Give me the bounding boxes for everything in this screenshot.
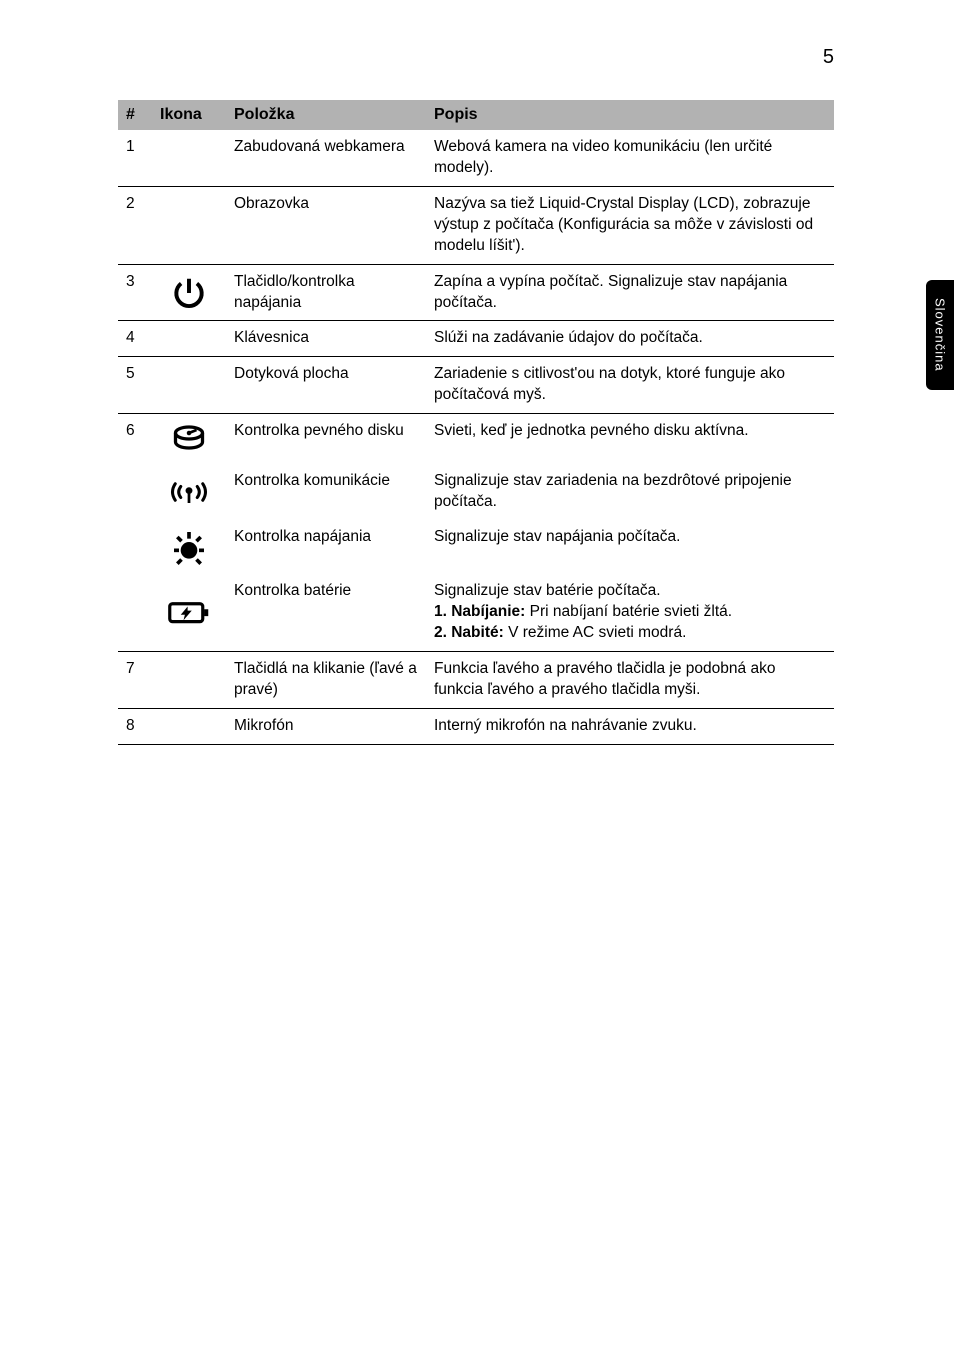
- cell-desc: Zariadenie s citlivost'ou na dotyk, ktor…: [426, 357, 834, 414]
- desc-rest: Pri nabíjaní batérie svieti žltá.: [525, 603, 732, 620]
- cell-item: Zabudovaná webkamera: [226, 130, 426, 186]
- cell-num: 3: [118, 264, 152, 321]
- cell-desc: Nazýva sa tiež Liquid-Crystal Display (L…: [426, 186, 834, 264]
- cell-desc: Webová kamera na video komunikáciu (len …: [426, 130, 834, 186]
- power-icon: [170, 274, 208, 312]
- table-row: Kontrolka napájania Signalizuje stav nap…: [118, 520, 834, 574]
- table-row: 4 Klávesnica Slúži na zadávanie údajov d…: [118, 321, 834, 357]
- desc-bold: 1. Nabíjanie:: [434, 603, 525, 620]
- table-row: 5 Dotyková plocha Zariadenie s citlivost…: [118, 357, 834, 414]
- cell-icon: [152, 357, 226, 414]
- table-row: 8 Mikrofón Interný mikrofón na nahrávani…: [118, 708, 834, 744]
- cell-num: 7: [118, 651, 152, 708]
- cell-num: 5: [118, 357, 152, 414]
- cell-icon: [152, 130, 226, 186]
- power-indicator-icon: [169, 527, 209, 567]
- cell-num: 2: [118, 186, 152, 264]
- table-row: Kontrolka komunikácie Signalizuje stav z…: [118, 464, 834, 520]
- cell-item: Kontrolka batérie: [226, 574, 426, 651]
- cell-item: Dotyková plocha: [226, 357, 426, 414]
- table-row: 6 Kontrolka pevného disku Svieti, keď je…: [118, 414, 834, 465]
- col-header-item: Položka: [226, 100, 426, 130]
- cell-num: 6: [118, 414, 152, 465]
- desc-line: Signalizuje stav batérie počítača.: [434, 582, 661, 599]
- cell-desc: Zapína a vypína počítač. Signalizuje sta…: [426, 264, 834, 321]
- table-row: 1 Zabudovaná webkamera Webová kamera na …: [118, 130, 834, 186]
- cell-icon: [152, 464, 226, 520]
- cell-item: Mikrofón: [226, 708, 426, 744]
- side-tab-label: Slovenčina: [933, 298, 948, 372]
- cell-desc: Funkcia ľavého a pravého tlačidla je pod…: [426, 651, 834, 708]
- cell-icon: [152, 520, 226, 574]
- table-row: 7 Tlačidlá na klikanie (ľavé a pravé) Fu…: [118, 651, 834, 708]
- cell-desc: Slúži na zadávanie údajov do počítača.: [426, 321, 834, 357]
- table-row: 3 Tlačidlo/kontrolka napájania Zapína a …: [118, 264, 834, 321]
- cell-desc: Signalizuje stav batérie počítača. 1. Na…: [426, 574, 834, 651]
- table-row: Kontrolka batérie Signalizuje stav batér…: [118, 574, 834, 651]
- cell-item: Tlačidlá na klikanie (ľavé a pravé): [226, 651, 426, 708]
- col-header-num: #: [118, 100, 152, 130]
- desc-rest: V režime AC svieti modrá.: [504, 624, 687, 641]
- cell-icon: [152, 651, 226, 708]
- cell-desc: Svieti, keď je jednotka pevného disku ak…: [426, 414, 834, 465]
- cell-icon: [152, 186, 226, 264]
- col-header-icon: Ikona: [152, 100, 226, 130]
- col-header-desc: Popis: [426, 100, 834, 130]
- cell-item: Obrazovka: [226, 186, 426, 264]
- cell-num: [118, 574, 152, 651]
- cell-num: 4: [118, 321, 152, 357]
- cell-item: Klávesnica: [226, 321, 426, 357]
- table-header-row: # Ikona Položka Popis: [118, 100, 834, 130]
- cell-icon: [152, 708, 226, 744]
- cell-num: 8: [118, 708, 152, 744]
- desc-bold: 2. Nabité:: [434, 624, 504, 641]
- spec-table: # Ikona Položka Popis 1 Zabudovaná webka…: [118, 100, 834, 745]
- cell-num: [118, 520, 152, 574]
- cell-num: 1: [118, 130, 152, 186]
- cell-item: Kontrolka napájania: [226, 520, 426, 574]
- hdd-icon: [171, 421, 207, 457]
- side-tab: Slovenčina: [926, 280, 954, 390]
- battery-icon: [167, 596, 211, 628]
- cell-desc: Signalizuje stav napájania počítača.: [426, 520, 834, 574]
- cell-icon: [152, 321, 226, 357]
- table-row: 2 Obrazovka Nazýva sa tiež Liquid-Crysta…: [118, 186, 834, 264]
- page-number: 5: [823, 46, 834, 69]
- cell-item: Kontrolka komunikácie: [226, 464, 426, 520]
- cell-item: Tlačidlo/kontrolka napájania: [226, 264, 426, 321]
- cell-desc: Interný mikrofón na nahrávanie zvuku.: [426, 708, 834, 744]
- cell-item: Kontrolka pevného disku: [226, 414, 426, 465]
- cell-num: [118, 464, 152, 520]
- cell-icon: [152, 574, 226, 651]
- cell-icon: [152, 264, 226, 321]
- cell-desc: Signalizuje stav zariadenia na bezdrôtov…: [426, 464, 834, 520]
- cell-icon: [152, 414, 226, 465]
- wireless-icon: [167, 474, 211, 510]
